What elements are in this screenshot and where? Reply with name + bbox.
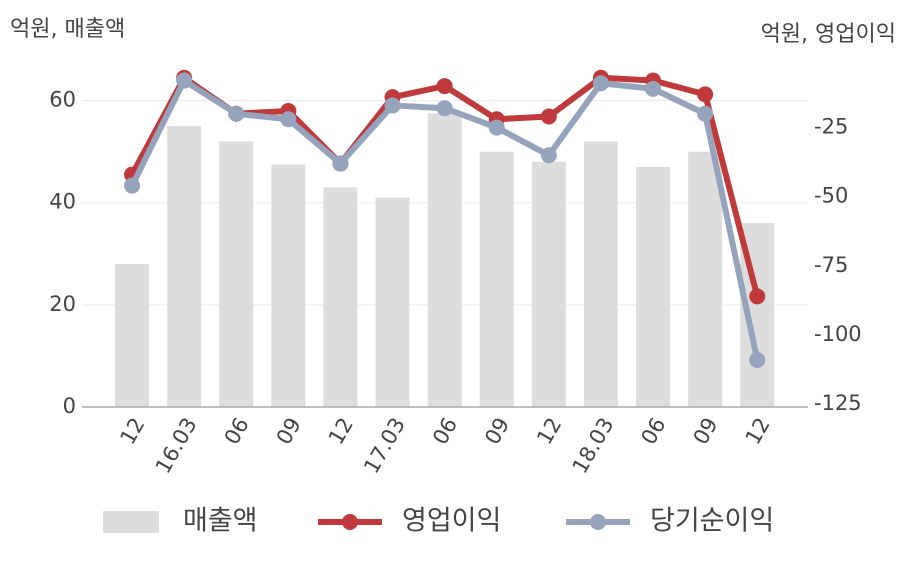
- point: [488, 119, 505, 136]
- point: [540, 108, 557, 125]
- x-tick-label: 06: [636, 414, 670, 449]
- y-tick-label: 20: [49, 292, 76, 316]
- point: [384, 97, 401, 114]
- bar: [636, 166, 671, 407]
- x-tick-label: 12: [115, 414, 149, 449]
- bar: [323, 187, 358, 407]
- y2-tick-label: -100: [814, 322, 862, 346]
- x-tick-label: 06: [428, 414, 462, 449]
- y-axis-label: 억원, 매출액: [10, 17, 125, 42]
- point: [697, 86, 714, 103]
- bar: [375, 197, 410, 407]
- point: [228, 105, 245, 122]
- x-tick-label: 09: [689, 414, 723, 449]
- point: [124, 177, 141, 194]
- point: [749, 288, 766, 305]
- y-tick-label: 60: [49, 88, 76, 112]
- point: [436, 78, 453, 95]
- y2-tick-label: -50: [814, 184, 848, 208]
- bar: [115, 263, 150, 407]
- x-tick-label: 06: [220, 414, 254, 449]
- x-tick-label: 16.03: [151, 414, 202, 478]
- point: [280, 111, 297, 128]
- bar: [531, 161, 566, 407]
- bar: [427, 113, 462, 408]
- point: [540, 147, 557, 164]
- legend-label: 당기순이익: [650, 506, 774, 537]
- bar: [583, 141, 618, 407]
- y2-axis-label: 억원, 영업이익: [761, 22, 896, 47]
- x-tick-label: 18.03: [568, 414, 619, 478]
- bar: [271, 164, 306, 407]
- bar: [167, 126, 202, 408]
- x-tick-label: 12: [532, 414, 566, 449]
- legend-label: 영업이익: [402, 506, 501, 537]
- legend-marker: [342, 514, 358, 530]
- bar: [479, 151, 514, 407]
- y2-tick-label: -125: [814, 391, 862, 415]
- point: [332, 155, 349, 172]
- legend-swatch: [103, 511, 159, 533]
- point: [749, 351, 766, 368]
- bar: [219, 141, 254, 407]
- y2-tick-label: -25: [814, 115, 848, 139]
- point: [592, 75, 609, 92]
- bar: [688, 151, 723, 407]
- x-tick-label: 12: [324, 414, 358, 449]
- y-tick-label: 40: [49, 190, 76, 214]
- y2-tick-label: -75: [814, 253, 848, 277]
- x-tick-label: 12: [741, 414, 775, 449]
- point: [176, 72, 193, 89]
- x-tick-label: 17.03: [359, 414, 410, 478]
- legend-label: 매출액: [183, 506, 258, 537]
- point: [436, 100, 453, 117]
- point: [645, 80, 662, 97]
- x-tick-label: 09: [480, 414, 514, 449]
- x-tick-label: 09: [272, 414, 306, 449]
- legend-marker: [590, 514, 606, 530]
- point: [697, 105, 714, 122]
- y-tick-label: 0: [63, 394, 76, 418]
